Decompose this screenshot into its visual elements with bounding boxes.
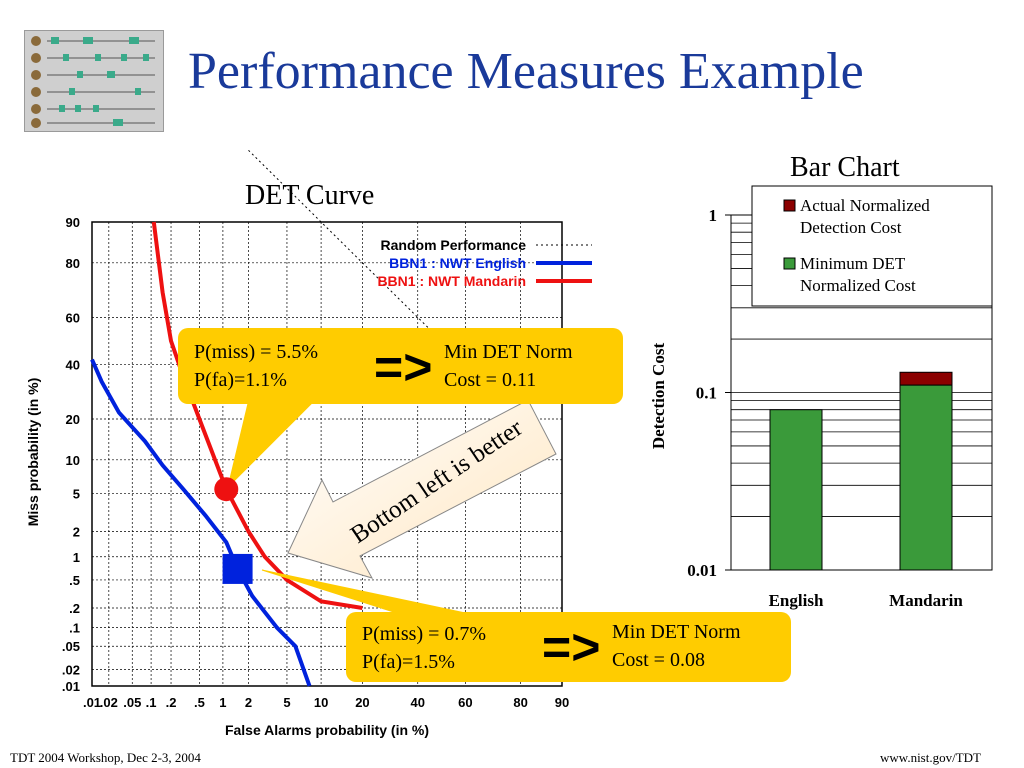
det-x-tick-label: .1	[146, 695, 157, 710]
det-y-tick-label: .1	[69, 621, 80, 636]
callout-english: P(miss) = 0.7% P(fa)=1.5% => Min DET Nor…	[346, 612, 791, 682]
bar-y-tick-label: 0.01	[687, 561, 717, 580]
callout-mandarin-pmiss: P(miss) = 5.5%	[194, 341, 319, 363]
bar-y-axis-label: Detection Cost	[649, 343, 668, 450]
det-x-tick-label: 40	[411, 695, 425, 710]
det-y-axis-label: Miss probability (in %)	[25, 378, 41, 527]
bar-category-label: Mandarin	[889, 591, 963, 610]
bar-tick-labels: 1 0.1 0.01 English Mandarin	[687, 206, 963, 610]
det-y-tick-label: 80	[66, 256, 80, 271]
callout-mandarin-arrow: =>	[374, 339, 433, 395]
det-y-tick-label: .05	[62, 639, 80, 654]
det-x-tick-label: 90	[555, 695, 569, 710]
det-y-tick-label: .5	[69, 573, 80, 588]
callout-mandarin-label: Min DET Norm	[444, 341, 573, 363]
det-y-tick-label: .2	[69, 601, 80, 616]
footer-workshop: TDT 2004 Workshop, Dec 2-3, 2004	[10, 750, 201, 765]
det-x-tick-label: .2	[166, 695, 177, 710]
det-y-tick-label: 20	[66, 412, 80, 427]
slide-title: Performance Measures Example	[188, 43, 864, 100]
bar-legend: Actual Normalized Detection Cost Minimum D…	[751, 185, 993, 307]
bar-legend-label: Minimum DET Normalized Cost	[800, 254, 916, 295]
det-tick-labels: .01.02.05.1.2.5 1 2 5 10 20 40 60 80 909080604020…	[62, 215, 569, 710]
det-y-tick-label: 5	[73, 487, 80, 502]
mandarin-operating-point	[214, 477, 239, 502]
det-y-tick-label: 2	[73, 524, 80, 539]
det-y-tick-label: 10	[66, 453, 80, 468]
callout-mandarin: P(miss) = 5.5% P(fa)=1.1% => Min DET Nor…	[178, 328, 623, 404]
det-legend-label: BBN1 : NWT English	[389, 255, 526, 271]
det-series-line	[248, 149, 466, 365]
callout-mandarin-cost: Cost = 0.11	[444, 369, 537, 391]
det-x-tick-label: 10	[314, 695, 328, 710]
callout-english-arrow: =>	[542, 619, 601, 675]
det-y-tick-label: 90	[66, 215, 80, 230]
bar-category-label: English	[769, 591, 824, 610]
det-series-line	[90, 358, 312, 687]
det-y-tick-label: 60	[66, 310, 80, 325]
callout-mandarin-pfa: P(fa)=1.1%	[194, 369, 287, 391]
det-x-tick-label: 2	[245, 695, 252, 710]
det-y-tick-label: .02	[62, 662, 80, 677]
bar-legend-label: Actual Normalized Detection Cost	[800, 196, 930, 237]
det-x-tick-label: .01	[83, 695, 101, 710]
bar-y-tick-label: 1	[709, 206, 718, 225]
logo	[24, 30, 164, 132]
det-legend: Random Performance BBN1 : NWT English BBN1…	[377, 237, 592, 289]
bar-marks	[769, 371, 953, 571]
det-y-tick-label: 1	[73, 550, 80, 565]
logo-graphic	[31, 36, 155, 128]
callout-english-pmiss: P(miss) = 0.7%	[362, 623, 487, 645]
det-x-tick-label: 1	[219, 695, 226, 710]
det-y-tick-label: .01	[62, 679, 80, 694]
callout-english-cost: Cost = 0.08	[612, 649, 705, 671]
callout-english-pfa: P(fa)=1.5%	[362, 651, 455, 673]
det-x-tick-label: 5	[283, 695, 290, 710]
det-x-axis-label: False Alarms probability (in %)	[225, 722, 429, 738]
det-chart-title: DET Curve	[245, 180, 375, 211]
callout-mandarin-pointer	[227, 394, 322, 489]
bar-chart-title: Bar Chart	[790, 152, 900, 183]
det-legend-label: BBN1 : NWT Mandarin	[377, 273, 526, 289]
english-operating-point	[222, 553, 253, 584]
det-x-tick-label: 80	[513, 695, 527, 710]
callout-english-label: Min DET Norm	[612, 621, 741, 643]
det-x-tick-label: 60	[458, 695, 472, 710]
det-x-tick-label: 20	[355, 695, 369, 710]
bar-minimum-cost	[769, 409, 823, 571]
det-x-tick-label: .5	[194, 695, 205, 710]
bottom-left-arrow	[287, 399, 557, 579]
bar-y-tick-label: 0.1	[696, 384, 717, 403]
det-x-tick-label: .02	[100, 695, 118, 710]
bar-minimum-cost	[899, 384, 953, 571]
bar-legend-swatch	[783, 199, 796, 212]
det-x-tick-label: .05	[123, 695, 141, 710]
det-legend-label: Random Performance	[381, 237, 527, 253]
bar-legend-swatch	[783, 257, 796, 270]
footer-url: www.nist.gov/TDT	[880, 750, 981, 765]
det-y-tick-label: 40	[66, 357, 80, 372]
